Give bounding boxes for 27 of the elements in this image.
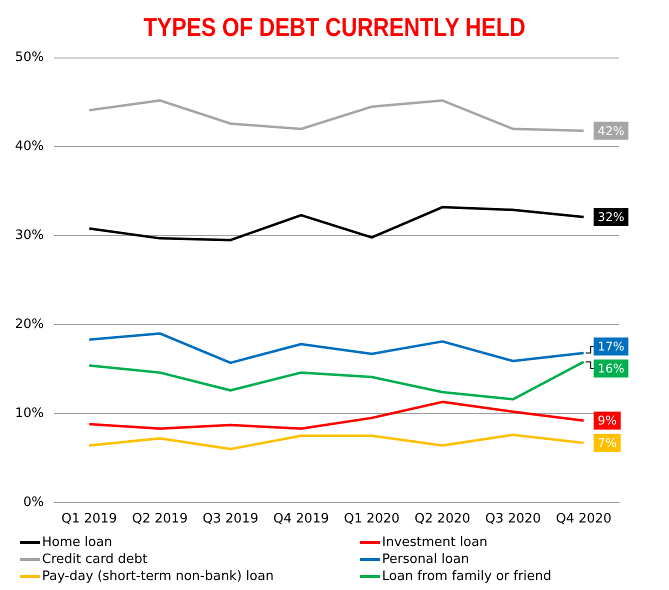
y-tick-label: 20%	[14, 316, 44, 332]
legend-label: Investment loan	[382, 535, 488, 550]
legend-label: Personal loan	[382, 552, 470, 567]
data-label: 42%	[598, 124, 624, 138]
x-tick-label: Q2 2019	[132, 512, 188, 527]
x-tick-label: Q1 2019	[61, 512, 118, 527]
data-label: 9%	[598, 414, 617, 428]
data-label: 7%	[598, 436, 617, 450]
x-tick-label: Q3 2019	[202, 512, 258, 527]
x-tick-label: Q4 2020	[556, 512, 612, 527]
legend-label: Credit card debt	[42, 552, 148, 567]
data-label: 17%	[598, 340, 624, 354]
y-tick-label: 0%	[23, 494, 44, 510]
y-tick-label: 10%	[14, 406, 44, 421]
y-tick-label: 30%	[14, 228, 44, 244]
chart-title: TYPES OF DEBT CURRENTLY HELD	[142, 12, 526, 43]
data-label: 16%	[598, 362, 624, 376]
x-tick-label: Q4 2019	[273, 512, 329, 527]
legend-label: Home loan	[42, 535, 112, 550]
x-tick-label: Q2 2020	[414, 512, 470, 527]
legend-label: Loan from family or friend	[382, 569, 552, 584]
x-tick-label: Q3 2020	[485, 512, 541, 527]
y-tick-label: 40%	[14, 139, 44, 154]
data-label: 32%	[598, 210, 624, 224]
x-tick-label: Q1 2020	[344, 512, 400, 527]
y-tick-label: 50%	[14, 50, 44, 66]
legend-label: Pay-day (short-term non-bank) loan	[42, 569, 274, 584]
